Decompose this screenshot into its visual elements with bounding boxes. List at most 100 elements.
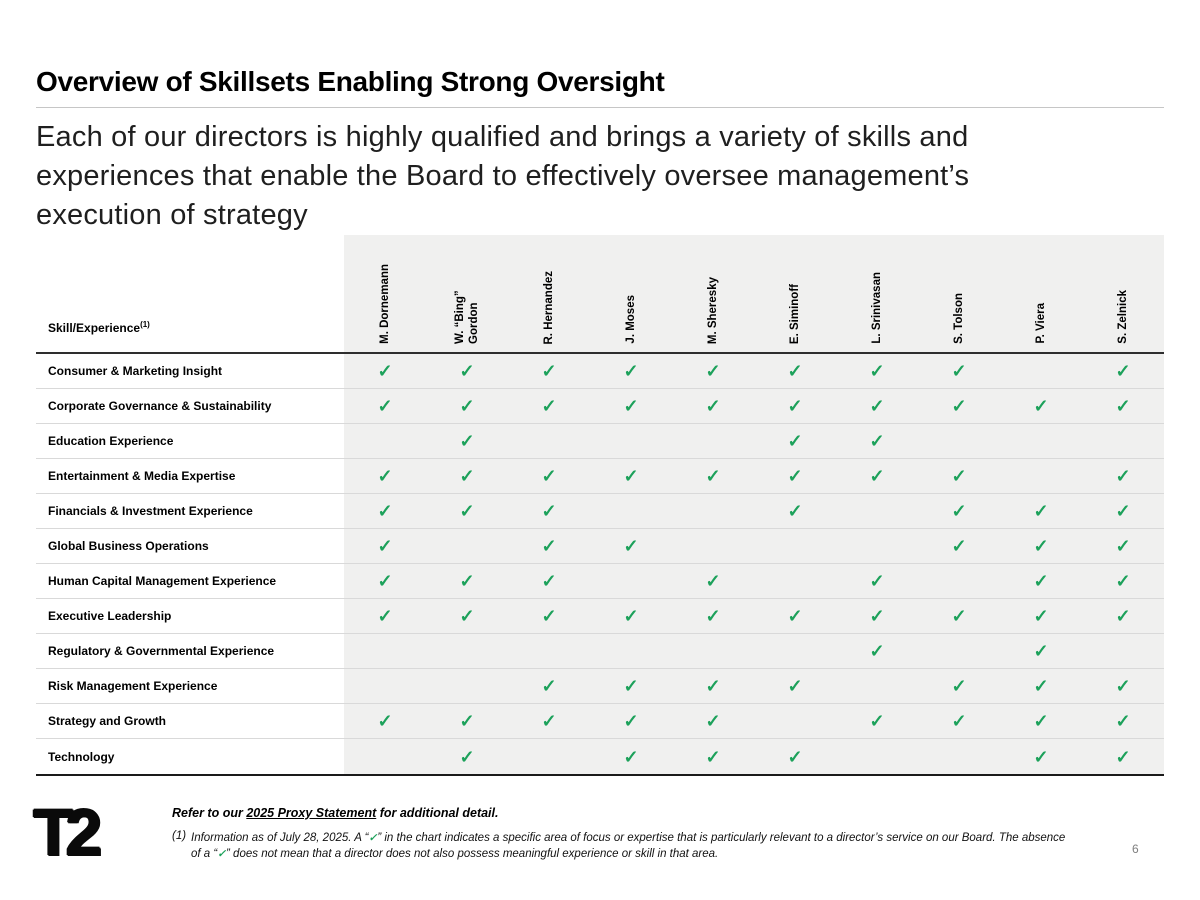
check-icon: ✓ xyxy=(459,466,475,486)
check-icon: ✓ xyxy=(623,711,639,731)
check-icon: ✓ xyxy=(1115,571,1131,591)
skill-check-cell xyxy=(344,739,426,774)
skill-row-label: Financials & Investment Experience xyxy=(36,494,344,528)
skill-check-cell: ✓ xyxy=(672,739,754,774)
skill-check-cell: ✓ xyxy=(918,599,1000,633)
check-icon: ✓ xyxy=(869,361,885,381)
check-icon: ✓ xyxy=(787,501,803,521)
skill-check-cell: ✓ xyxy=(508,529,590,563)
skill-check-cell: ✓ xyxy=(344,704,426,738)
skill-check-cell xyxy=(836,494,918,528)
skill-check-cell xyxy=(344,634,426,668)
check-icon: ✓ xyxy=(951,711,967,731)
skill-check-cell: ✓ xyxy=(426,599,508,633)
skill-check-cell xyxy=(672,634,754,668)
skill-row-label: Executive Leadership xyxy=(36,599,344,633)
skill-check-cell xyxy=(508,634,590,668)
skill-check-cell xyxy=(918,564,1000,598)
skill-check-cell xyxy=(590,634,672,668)
skill-check-cell: ✓ xyxy=(1000,529,1082,563)
skill-check-cell: ✓ xyxy=(672,669,754,703)
check-icon: ✓ xyxy=(787,606,803,626)
check-icon: ✓ xyxy=(1033,641,1049,661)
check-icon: ✓ xyxy=(1115,746,1131,767)
check-icon: ✓ xyxy=(377,536,393,556)
skill-check-cell: ✓ xyxy=(1000,494,1082,528)
skill-check-cell: ✓ xyxy=(918,704,1000,738)
skill-check-cell: ✓ xyxy=(1082,564,1164,598)
check-icon: ✓ xyxy=(623,536,639,556)
skills-matrix: Skill/Experience(1) M. Dornemann W. “Bing… xyxy=(36,235,1164,776)
skill-check-cell xyxy=(1000,459,1082,493)
check-icon: ✓ xyxy=(541,361,557,381)
skill-check-cell: ✓ xyxy=(508,669,590,703)
footnote-reference-superscript: (1) xyxy=(140,320,150,329)
proxy-statement-link[interactable]: 2025 Proxy Statement xyxy=(246,806,377,820)
skill-check-cell: ✓ xyxy=(344,599,426,633)
check-icon: ✓ xyxy=(869,571,885,591)
check-icon: ✓ xyxy=(541,501,557,521)
skill-check-cell: ✓ xyxy=(1000,739,1082,774)
skill-check-cell: ✓ xyxy=(344,564,426,598)
skill-check-cell xyxy=(1000,354,1082,388)
check-icon: ✓ xyxy=(377,501,393,521)
check-icon: ✓ xyxy=(1033,746,1049,767)
skill-check-cell: ✓ xyxy=(508,494,590,528)
check-icon: ✓ xyxy=(623,606,639,626)
refer-suffix: for additional detail. xyxy=(376,806,499,820)
check-icon: ✓ xyxy=(787,466,803,486)
check-icon: ✓ xyxy=(869,396,885,416)
skill-check-cell xyxy=(836,669,918,703)
check-icon: ✓ xyxy=(705,571,721,591)
skill-check-cell xyxy=(1082,634,1164,668)
check-icon: ✓ xyxy=(623,396,639,416)
skill-check-cell: ✓ xyxy=(672,564,754,598)
skill-check-cell xyxy=(590,424,672,458)
skill-row-label: Technology xyxy=(36,739,344,774)
skill-check-cell: ✓ xyxy=(1082,529,1164,563)
skill-check-cell xyxy=(836,529,918,563)
skill-check-cell: ✓ xyxy=(344,529,426,563)
check-icon: ✓ xyxy=(623,361,639,381)
skill-check-cell: ✓ xyxy=(1000,389,1082,423)
check-icon: ✓ xyxy=(1115,676,1131,696)
table-row: Technology ✓ ✓ ✓ ✓ ✓ ✓ xyxy=(36,739,1164,774)
check-icon: ✓ xyxy=(1033,501,1049,521)
skill-check-cell: ✓ xyxy=(590,354,672,388)
table-row: Education Experience ✓ ✓ ✓ xyxy=(36,424,1164,459)
footnote-marker: (1) xyxy=(172,830,187,842)
skill-check-cell xyxy=(918,739,1000,774)
check-icon: ✓ xyxy=(1115,501,1131,521)
skill-check-cell: ✓ xyxy=(508,599,590,633)
director-column-header: E. Siminoff xyxy=(754,235,836,352)
check-icon: ✓ xyxy=(951,606,967,626)
check-icon: ✓ xyxy=(705,606,721,626)
skill-check-cell: ✓ xyxy=(508,564,590,598)
skill-check-cell: ✓ xyxy=(672,599,754,633)
skill-row-label: Human Capital Management Experience xyxy=(36,564,344,598)
director-name: L. Srinivasan xyxy=(871,272,883,344)
director-column-header: M. Sheresky xyxy=(672,235,754,352)
skill-check-cell xyxy=(508,739,590,774)
table-row: Regulatory & Governmental Experience ✓ ✓ xyxy=(36,634,1164,669)
table-row: Financials & Investment Experience ✓ ✓ ✓ ✓ ✓ ✓… xyxy=(36,494,1164,529)
check-icon: ✓ xyxy=(705,361,721,381)
skill-check-cell xyxy=(754,634,836,668)
skill-check-cell: ✓ xyxy=(1000,564,1082,598)
skill-check-cell: ✓ xyxy=(426,424,508,458)
check-icon: ✓ xyxy=(459,606,475,626)
check-icon: ✓ xyxy=(459,396,475,416)
skill-experience-label: Skill/Experience xyxy=(48,321,141,335)
skill-check-cell: ✓ xyxy=(426,354,508,388)
skill-check-cell: ✓ xyxy=(344,494,426,528)
skill-check-cell: ✓ xyxy=(590,459,672,493)
skill-check-cell: ✓ xyxy=(1000,634,1082,668)
skill-check-cell: ✓ xyxy=(508,354,590,388)
director-name: E. Siminoff xyxy=(789,283,801,344)
skill-check-cell xyxy=(836,739,918,774)
table-row: Consumer & Marketing Insight ✓ ✓ ✓ ✓ ✓ ✓ ✓ ✓ ✓ xyxy=(36,354,1164,389)
check-icon: ✓ xyxy=(459,361,475,381)
skill-check-cell: ✓ xyxy=(918,529,1000,563)
check-icon: ✓ xyxy=(951,361,967,381)
skill-check-cell: ✓ xyxy=(426,459,508,493)
